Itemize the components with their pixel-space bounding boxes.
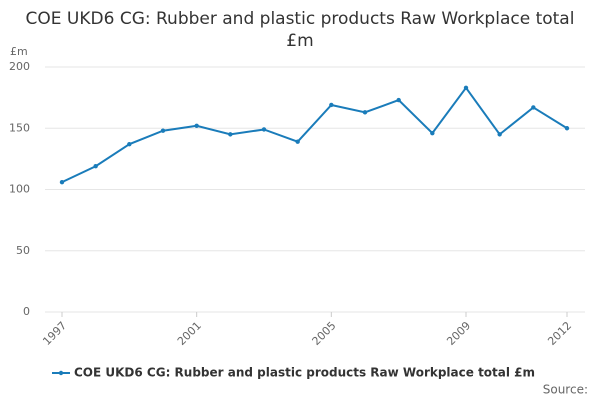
x-tick-label: 2001 xyxy=(175,319,204,348)
data-point xyxy=(194,123,199,128)
data-point xyxy=(93,164,98,169)
legend-label: COE UKD6 CG: Rubber and plastic products… xyxy=(74,366,535,380)
data-point xyxy=(295,139,300,144)
data-point xyxy=(59,179,65,185)
data-point xyxy=(430,130,435,136)
data-point xyxy=(396,97,401,103)
data-point xyxy=(228,132,233,137)
data-point xyxy=(564,126,570,131)
data-point xyxy=(160,128,166,133)
data-point xyxy=(329,102,334,108)
chart-title: COE UKD6 CG: Rubber and plastic products… xyxy=(25,9,575,51)
data-point xyxy=(531,105,536,110)
data-point xyxy=(362,110,368,115)
x-tick-label: 2005 xyxy=(310,319,339,348)
x-tick-label: 2009 xyxy=(444,319,473,348)
data-point xyxy=(127,141,132,147)
y-tick-label: 200 xyxy=(9,60,30,73)
data-point xyxy=(463,85,469,91)
y-tick-label: 150 xyxy=(9,121,30,134)
data-point xyxy=(261,127,267,132)
y-tick-label: 50 xyxy=(16,244,30,257)
x-tick-label: 1997 xyxy=(40,319,69,348)
source: Source: xyxy=(543,383,588,397)
legend-swatch-dot xyxy=(58,370,64,376)
x-tick-label: 2012 xyxy=(545,319,574,348)
y-axis-label: £m xyxy=(10,45,28,58)
y-tick-label: 100 xyxy=(9,183,30,196)
series-line xyxy=(61,86,568,184)
data-point xyxy=(497,132,502,137)
y-tick-label: 0 xyxy=(23,305,30,318)
